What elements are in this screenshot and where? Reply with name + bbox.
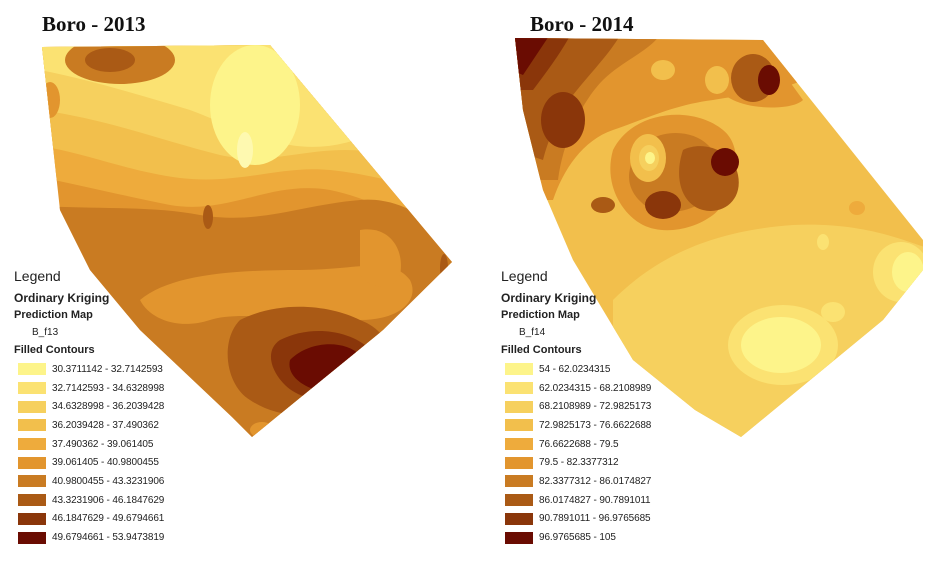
- legend-row: 40.9800455 - 43.3231906: [14, 472, 164, 491]
- legend: Legend Ordinary Kriging Prediction Map B…: [501, 268, 651, 547]
- legend-classes: 30.3711142 - 32.7142593 32.7142593 - 34.6…: [14, 360, 164, 547]
- legend-class-label: 49.6794661 - 53.9473819: [52, 532, 165, 544]
- legend-class-label: 68.2108989 - 72.9825173: [539, 401, 652, 413]
- legend-swatch: [18, 531, 46, 544]
- legend-row: 32.7142593 - 34.6328998: [14, 379, 164, 398]
- legend-class-label: 30.3711142 - 32.7142593: [52, 363, 163, 375]
- legend-contours-title: Filled Contours: [14, 344, 95, 356]
- legend-class-label: 46.1847629 - 49.6794661: [52, 513, 165, 525]
- legend-classes: 54 - 62.0234315 62.0234315 - 68.2108989 68…: [501, 360, 651, 547]
- legend-swatch: [505, 456, 533, 469]
- legend-row: 43.3231906 - 46.1847629: [14, 491, 164, 510]
- legend-subheading: Prediction Map: [14, 309, 93, 321]
- legend-swatch: [18, 512, 46, 525]
- kriging-surface-map: [42, 45, 452, 437]
- legend-swatch: [505, 475, 533, 488]
- legend-row: 30.3711142 - 32.7142593: [14, 360, 164, 379]
- legend-class-label: 43.3231906 - 46.1847629: [52, 494, 165, 506]
- legend-row: 72.9825173 - 76.6622688: [501, 416, 651, 435]
- legend-row: 37.490362 - 39.061405: [14, 435, 164, 454]
- legend-row: 36.2039428 - 37.490362: [14, 416, 164, 435]
- legend-method: Ordinary Kriging: [14, 291, 110, 305]
- legend-swatch: [505, 363, 533, 376]
- legend-class-label: 96.9765685 - 105: [539, 532, 616, 544]
- legend-swatch: [505, 382, 533, 395]
- legend-swatch: [18, 438, 46, 451]
- legend-row: 79.5 - 82.3377312: [501, 453, 651, 472]
- legend-method: Ordinary Kriging: [501, 291, 597, 305]
- legend-field-name: B_f13: [32, 327, 59, 338]
- map-panel-2014: Boro - 2014 Legend Ordinary Kriging Pred…: [463, 0, 926, 561]
- kriging-surface-map: [515, 38, 923, 437]
- legend-subheading: Prediction Map: [501, 309, 580, 321]
- legend-swatch: [18, 456, 46, 469]
- legend-swatch: [18, 494, 46, 507]
- legend-class-label: 37.490362 - 39.061405: [52, 438, 154, 450]
- legend-class-label: 32.7142593 - 34.6328998: [52, 382, 165, 394]
- legend-class-label: 62.0234315 - 68.2108989: [539, 382, 652, 394]
- legend-class-label: 36.2039428 - 37.490362: [52, 419, 159, 431]
- legend-swatch: [18, 419, 46, 432]
- legend-class-label: 40.9800455 - 43.3231906: [52, 475, 165, 487]
- legend-field-name: B_f14: [519, 327, 546, 338]
- legend-swatch: [505, 512, 533, 525]
- legend-class-label: 39.061405 - 40.9800455: [52, 457, 159, 469]
- map-title: Boro - 2014: [530, 12, 634, 36]
- map-panel-2013: Boro - 2013 Legend Ordinary Kriging Pred…: [14, 12, 452, 547]
- legend-row: 62.0234315 - 68.2108989: [501, 379, 651, 398]
- legend-swatch: [18, 363, 46, 376]
- legend-class-label: 82.3377312 - 86.0174827: [539, 475, 652, 487]
- legend-swatch: [505, 494, 533, 507]
- legend-class-label: 72.9825173 - 76.6622688: [539, 419, 652, 431]
- legend-swatch: [18, 475, 46, 488]
- legend-row: 34.6328998 - 36.2039428: [14, 397, 164, 416]
- legend-row: 68.2108989 - 72.9825173: [501, 397, 651, 416]
- legend-swatch: [505, 400, 533, 413]
- legend-swatch: [18, 400, 46, 413]
- legend-row: 46.1847629 - 49.6794661: [14, 510, 164, 529]
- legend-class-label: 79.5 - 82.3377312: [539, 457, 619, 469]
- legend-heading: Legend: [501, 268, 548, 284]
- map-title: Boro - 2013: [42, 12, 146, 36]
- legend-row: 54 - 62.0234315: [501, 360, 651, 379]
- legend-row: 76.6622688 - 79.5: [501, 435, 651, 454]
- legend-heading: Legend: [14, 268, 61, 284]
- legend-row: 86.0174827 - 90.7891011: [501, 491, 651, 510]
- legend-class-label: 90.7891011 - 96.9765685: [539, 513, 651, 525]
- legend-swatch: [18, 382, 46, 395]
- legend-row: 49.6794661 - 53.9473819: [14, 528, 164, 547]
- legend: Legend Ordinary Kriging Prediction Map B…: [14, 268, 164, 547]
- legend-row: 96.9765685 - 105: [501, 528, 651, 547]
- legend-swatch: [505, 438, 533, 451]
- legend-class-label: 86.0174827 - 90.7891011: [539, 494, 651, 506]
- legend-row: 82.3377312 - 86.0174827: [501, 472, 651, 491]
- legend-contours-title: Filled Contours: [501, 344, 582, 356]
- legend-row: 39.061405 - 40.9800455: [14, 453, 164, 472]
- legend-swatch: [505, 531, 533, 544]
- legend-class-label: 76.6622688 - 79.5: [539, 438, 619, 450]
- legend-swatch: [505, 419, 533, 432]
- legend-class-label: 34.6328998 - 36.2039428: [52, 401, 165, 413]
- legend-row: 90.7891011 - 96.9765685: [501, 510, 651, 529]
- legend-class-label: 54 - 62.0234315: [539, 363, 611, 375]
